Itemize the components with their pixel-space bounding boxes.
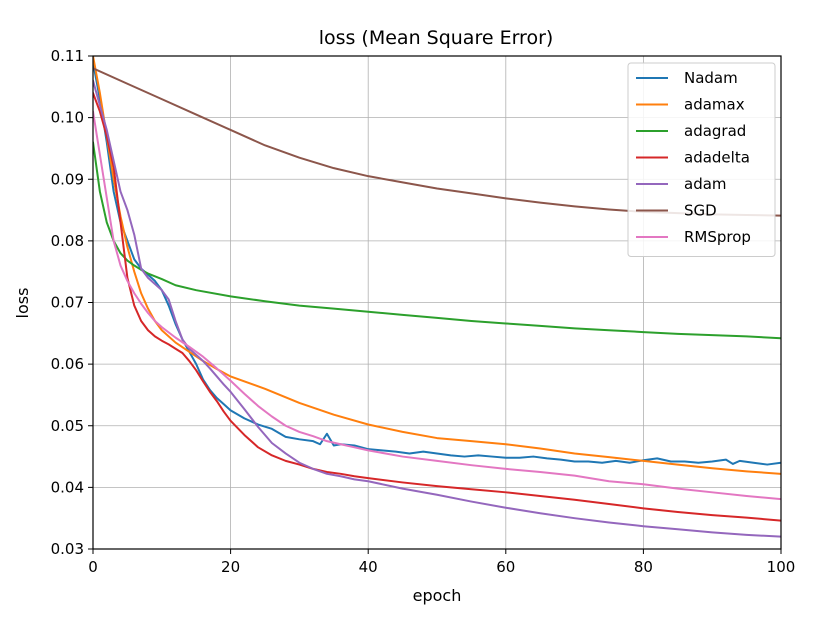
y-tick-label: 0.04 [51, 478, 84, 496]
x-tick-label: 80 [634, 558, 653, 576]
y-tick-label: 0.07 [51, 294, 84, 312]
y-tick-label: 0.10 [51, 109, 84, 127]
y-tick-label: 0.06 [51, 355, 84, 373]
legend-label-adagrad: adagrad [684, 122, 746, 140]
series-lines [93, 56, 781, 538]
legend-label-rmsprop: RMSprop [684, 228, 751, 246]
y-tick-label: 0.05 [51, 417, 84, 435]
y-axis-label: loss [13, 288, 32, 319]
legend-label-adam: adam [684, 175, 727, 193]
y-tick-label: 0.08 [51, 232, 84, 250]
y-tick-label: 0.03 [51, 540, 84, 558]
legend-label-nadam: Nadam [684, 69, 738, 87]
legend-label-adadelta: adadelta [684, 149, 750, 167]
series-line-adamax [93, 56, 781, 475]
y-tick-label: 0.11 [51, 47, 84, 65]
y-tick-label: 0.09 [51, 170, 84, 188]
series-line-nadam [93, 61, 781, 466]
chart-title: loss (Mean Square Error) [319, 27, 554, 49]
axis-ticks: 0 20 40 60 80 100 0.03 0.04 0.05 0.06 0.07 0.08 0.09… [51, 47, 796, 576]
x-axis-label: epoch [413, 586, 462, 605]
series-line-adadelta [93, 91, 781, 522]
legend-label-adamax: adamax [684, 96, 745, 114]
x-tick-label: 100 [767, 558, 796, 576]
x-tick-label: 40 [359, 558, 378, 576]
legend: Nadam adamax adagrad adadelta adam SGD RMSprop [627, 62, 776, 257]
series-line-rmsprop [93, 110, 781, 501]
x-tick-label: 60 [496, 558, 515, 576]
legend-label-sgd: SGD [684, 202, 717, 220]
x-tick-label: 0 [88, 558, 98, 576]
series-line-adam [93, 79, 781, 538]
legend-box [627, 62, 776, 257]
x-tick-label: 20 [221, 558, 240, 576]
